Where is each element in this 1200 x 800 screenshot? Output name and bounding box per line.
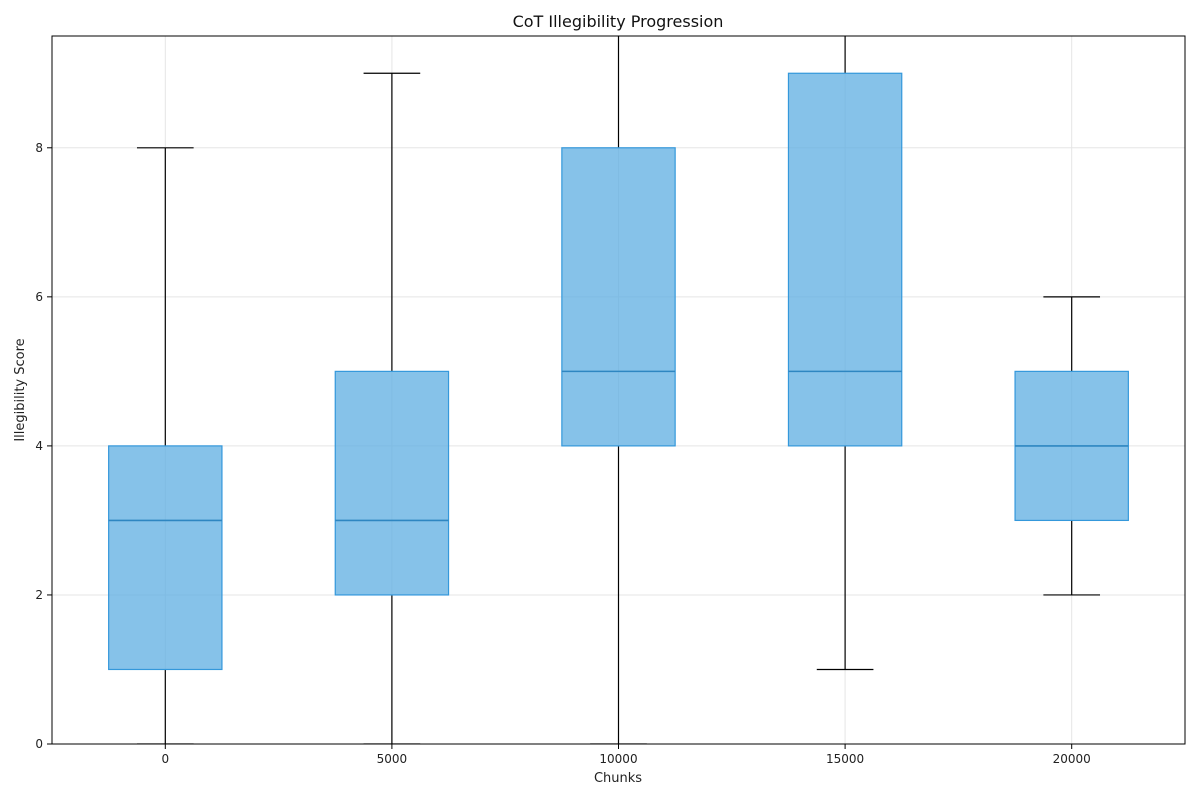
y-axis-label: Illegibility Score bbox=[13, 338, 28, 441]
box-group bbox=[108, 147, 223, 744]
x-tick-label: 20000 bbox=[1053, 752, 1091, 766]
x-tick-label: 0 bbox=[161, 752, 169, 766]
x-tick-label: 15000 bbox=[826, 752, 864, 766]
box-iqr bbox=[334, 370, 450, 596]
y-tick-label: 8 bbox=[35, 141, 43, 155]
x-axis-label: Chunks bbox=[594, 771, 642, 786]
y-tick-label: 6 bbox=[35, 290, 43, 304]
x-tick-label: 10000 bbox=[599, 752, 637, 766]
chart-title: CoT Illegibility Progression bbox=[513, 12, 724, 31]
y-tick-label: 4 bbox=[35, 439, 43, 453]
y-axis-ticks: 0 2 4 6 8 bbox=[35, 141, 52, 751]
box-iqr bbox=[561, 147, 676, 447]
box-series bbox=[108, 36, 1129, 744]
y-tick-label: 2 bbox=[35, 588, 43, 602]
box-group bbox=[1014, 296, 1129, 596]
box-group bbox=[334, 72, 450, 744]
box-iqr bbox=[787, 72, 903, 447]
y-tick-label: 0 bbox=[35, 737, 43, 751]
box-group bbox=[561, 36, 676, 744]
x-tick-label: 5000 bbox=[377, 752, 408, 766]
box-iqr bbox=[108, 445, 223, 671]
box-group bbox=[787, 36, 903, 671]
x-axis-ticks: 0 5000 10000 15000 20000 bbox=[161, 744, 1091, 766]
